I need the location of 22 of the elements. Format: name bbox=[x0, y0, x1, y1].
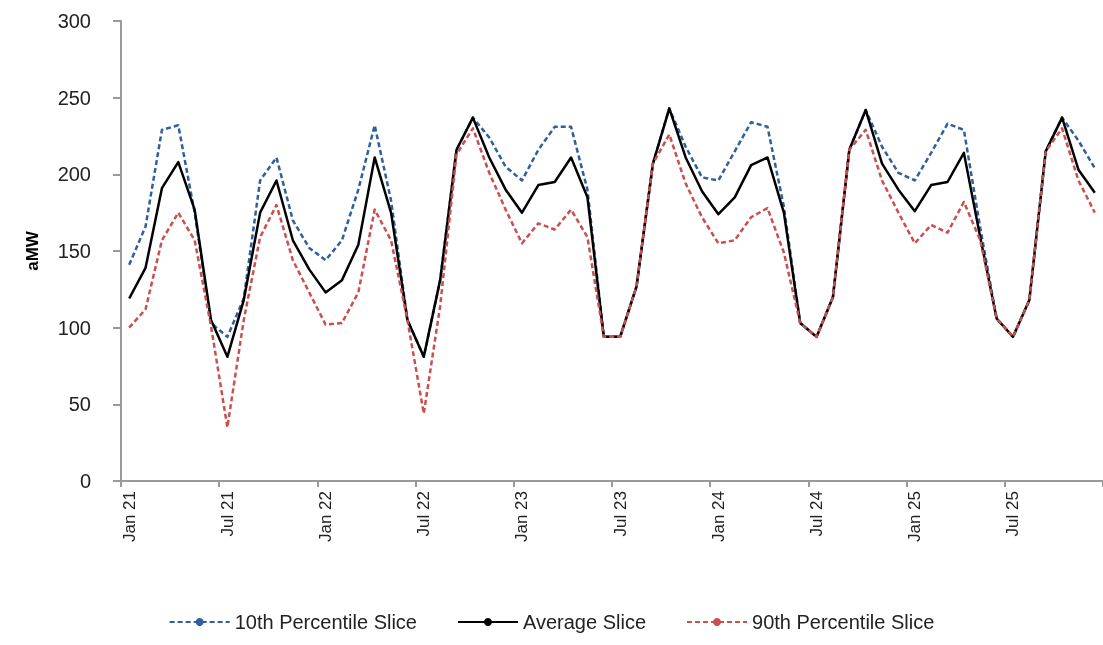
legend-label: 90th Percentile Slice bbox=[752, 611, 935, 633]
y-tick-label: 300 bbox=[57, 10, 91, 32]
x-tick-label: Jul 25 bbox=[1003, 491, 1023, 537]
x-tick-label: Jan 25 bbox=[905, 491, 925, 543]
y-tick-label: 150 bbox=[57, 240, 91, 262]
y-tick-label: 200 bbox=[57, 163, 91, 186]
y-tick-label: 50 bbox=[68, 393, 91, 416]
x-tick-label: Jan 23 bbox=[512, 491, 532, 543]
x-tick-label: Jan 24 bbox=[708, 491, 728, 543]
x-tick-label: Jan 22 bbox=[316, 491, 336, 543]
legend-label: Average Slice bbox=[522, 611, 647, 633]
x-tick-label: Jul 24 bbox=[807, 491, 827, 537]
x-tick-label: Jul 23 bbox=[610, 491, 630, 537]
x-tick-label: Jan 21 bbox=[119, 491, 139, 543]
y-axis-title: aMW bbox=[23, 230, 42, 271]
x-tick-label: Jul 22 bbox=[414, 491, 434, 537]
line-series bbox=[127, 127, 1097, 429]
x-tick-label: Jul 21 bbox=[217, 491, 237, 537]
legend-label: 10th Percentile Slice bbox=[234, 611, 417, 633]
y-tick-label: 250 bbox=[57, 86, 91, 109]
y-tick-label: 0 bbox=[79, 470, 91, 492]
y-tick-label: 100 bbox=[57, 316, 91, 339]
